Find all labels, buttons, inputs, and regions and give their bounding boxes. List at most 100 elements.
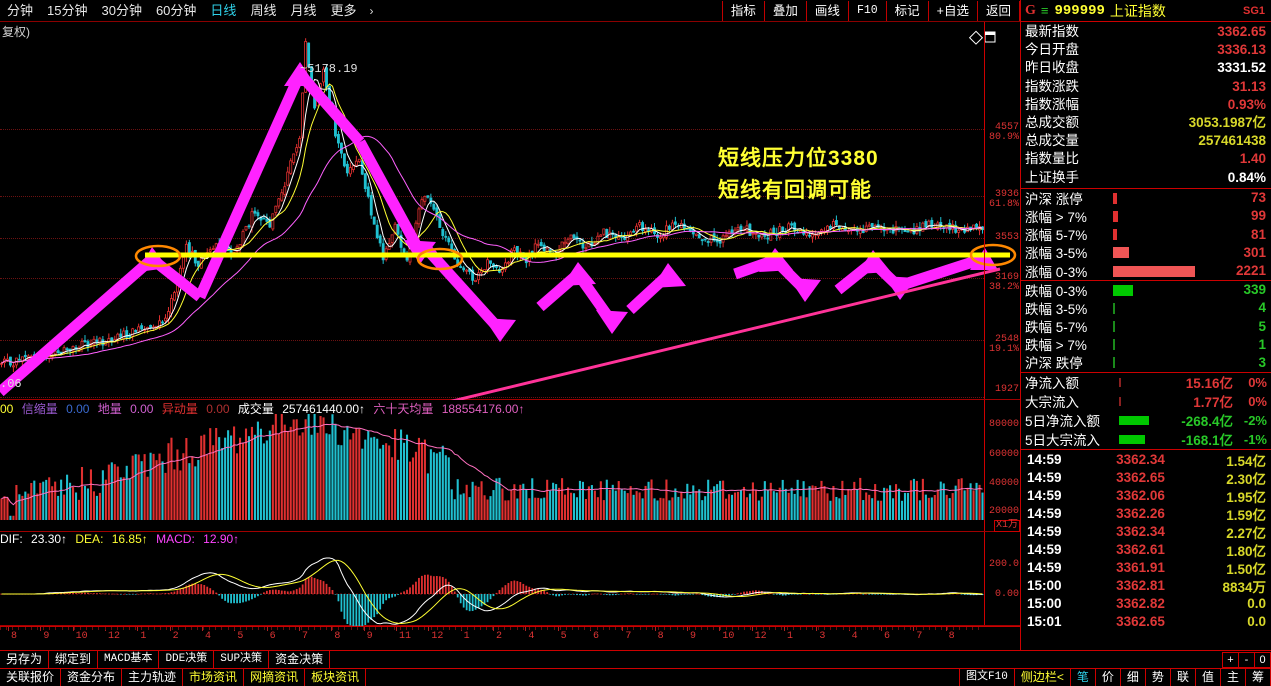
sector-news-button[interactable]: 板块资讯	[304, 669, 367, 686]
sidebar-toggle-button[interactable]: 侧边栏<	[1013, 669, 1071, 686]
linked-quote-button[interactable]: 关联报价	[0, 669, 62, 686]
period-tab-15min[interactable]: 15分钟	[47, 2, 88, 18]
date-minor-mark	[141, 627, 143, 630]
date-minor-mark	[399, 627, 401, 630]
stat-label: 涨幅 0-3%	[1025, 264, 1088, 280]
bind-to-button[interactable]: 绑定到	[48, 651, 99, 668]
tick-row[interactable]: 14:59 3362.06 1.95亿	[1021, 487, 1271, 505]
flow-pct: -1%	[1243, 431, 1267, 447]
quote-label: 指数涨跌	[1025, 78, 1079, 94]
tab-ticks[interactable]: 笔	[1069, 669, 1096, 686]
fund-distribution-button[interactable]: 资金分布	[60, 669, 123, 686]
tick-row[interactable]: 14:59 3362.34 2.27亿	[1021, 523, 1271, 541]
back-button[interactable]: 返回	[976, 1, 1020, 21]
tick-row[interactable]: 14:59 3362.26 1.59亿	[1021, 505, 1271, 523]
vol-ind-value-4: 257461440.00↑	[282, 402, 365, 416]
date-minor-mark	[762, 627, 764, 630]
dea-value: 16.85↑	[111, 532, 148, 546]
stat-row-limit-up: 沪深 涨停 73	[1021, 189, 1271, 207]
date-minor-mark	[276, 627, 278, 630]
date-minor-mark	[799, 627, 801, 630]
save-as-button[interactable]: 另存为	[0, 651, 50, 668]
flow-label: 大宗流入	[1025, 395, 1079, 411]
tick-price: 3362.82	[1116, 596, 1165, 612]
tab-price[interactable]: 价	[1094, 669, 1121, 686]
fund-decision-button[interactable]: 资金决策	[268, 651, 331, 668]
adjust-mode-label: 复权)	[2, 25, 30, 39]
drawline-button[interactable]: 画线	[805, 1, 849, 21]
price-tick-value: 2548	[994, 334, 1019, 345]
date-tick-mark	[751, 627, 753, 631]
period-tab-weekly[interactable]: 周线	[250, 2, 277, 18]
price-tick-value: 1927	[994, 384, 1019, 395]
date-minor-mark	[461, 627, 463, 630]
symbol-tag: SG1	[1242, 4, 1265, 17]
f10-button[interactable]: F10	[847, 1, 887, 21]
tick-row[interactable]: 14:59 3361.91 1.50亿	[1021, 559, 1271, 577]
period-tab-more[interactable]: 更多	[330, 2, 357, 18]
macd-panel[interactable]: DIF: 23.30↑ DEA: 16.85↑ MACD: 12.90↑ 200…	[0, 532, 1020, 626]
zoom-reset-button[interactable]: 0	[1254, 651, 1271, 668]
sup-decision-button[interactable]: SUP决策	[213, 651, 270, 668]
tick-row[interactable]: 14:59 3362.34 1.54亿	[1021, 451, 1271, 469]
drawing-overlay[interactable]	[0, 22, 1020, 400]
tick-volume: 1.50亿	[1226, 561, 1266, 577]
date-tick-mark	[396, 627, 397, 631]
tick-row[interactable]: 15:00 3362.82 0.0	[1021, 595, 1271, 613]
price-tick-pct: 61.8%	[988, 199, 1019, 210]
tick-row[interactable]: 15:01 3362.65 0.0	[1021, 613, 1271, 631]
marker-ellipse	[969, 243, 1017, 267]
tab-trend[interactable]: 势	[1144, 669, 1171, 686]
date-minor-mark	[553, 627, 555, 630]
date-minor-mark	[147, 627, 149, 630]
indicator-button[interactable]: 指标	[721, 1, 765, 21]
zoom-out-button[interactable]: -	[1238, 651, 1255, 668]
web-news-button[interactable]: 网摘资讯	[243, 669, 306, 686]
date-minor-mark	[694, 627, 696, 630]
macd-basic-button[interactable]: MACD基本	[97, 651, 160, 668]
dde-decision-button[interactable]: DDE决策	[158, 651, 215, 668]
date-minor-mark	[436, 627, 438, 630]
support-trendline	[450, 267, 1001, 400]
tick-row[interactable]: 14:59 3362.65 2.30亿	[1021, 469, 1271, 487]
period-tab-daily[interactable]: 日线	[210, 2, 237, 18]
flow-value: 1.77亿	[1193, 395, 1233, 411]
period-tab-60min[interactable]: 60分钟	[155, 2, 197, 18]
price-chart-panel[interactable]: 复权)	[0, 22, 1020, 400]
bottom-toolbar-row2: 关联报价 资金分布 主力轨迹 市场资讯 网摘资讯 板块资讯 图文F10 侧边栏<…	[0, 668, 1271, 686]
date-minor-mark	[153, 627, 155, 630]
period-tab-minute[interactable]: 分钟	[7, 2, 34, 18]
graphic-f10-button[interactable]: 图文F10	[959, 669, 1015, 686]
volume-panel[interactable]: 00 信缩量 0.00 地量 0.00 异动量 0.00 成交量 2574614…	[0, 400, 1020, 532]
market-news-button[interactable]: 市场资讯	[182, 669, 245, 686]
tab-main[interactable]: 主	[1219, 669, 1246, 686]
add-watchlist-button[interactable]: +自选	[927, 1, 978, 21]
date-tick-mark	[202, 627, 203, 631]
tab-chips[interactable]: 筹	[1244, 669, 1271, 686]
period-tab-monthly[interactable]: 月线	[290, 2, 317, 18]
date-minor-mark	[18, 627, 20, 630]
losers-stats: 跌幅 0-3% 339 跌幅 3-5% 4 跌幅 5-7% 5 跌幅 > 7% …	[1021, 281, 1271, 373]
period-tab-30min[interactable]: 30分钟	[101, 2, 142, 18]
tab-value[interactable]: 值	[1194, 669, 1221, 686]
zoom-in-button[interactable]: +	[1222, 651, 1239, 668]
price-tick-pct: 80.9%	[988, 132, 1019, 143]
vol-tick-0: 80000	[988, 419, 1019, 430]
tick-price: 3362.81	[1116, 578, 1165, 594]
date-minor-mark	[947, 627, 949, 630]
quote-label: 上证换手	[1025, 169, 1079, 185]
main-force-track-button[interactable]: 主力轨迹	[121, 669, 184, 686]
vol-tick-2: 40000	[988, 478, 1019, 489]
tick-row[interactable]: 14:59 3362.61 1.80亿	[1021, 541, 1271, 559]
date-minor-mark	[338, 627, 340, 630]
tick-list[interactable]: 14:59 3362.34 1.54亿 14:59 3362.65 2.30亿 14:59 3…	[1021, 450, 1271, 631]
mark-button[interactable]: 标记	[885, 1, 929, 21]
hamburger-menu-icon[interactable]: ≡	[1040, 3, 1049, 18]
tab-detail[interactable]: 细	[1119, 669, 1146, 686]
overlay-button[interactable]: 叠加	[763, 1, 807, 21]
tab-linked[interactable]: 联	[1169, 669, 1196, 686]
tick-time: 14:59	[1027, 488, 1062, 504]
quote-value: 3331.52	[1217, 60, 1266, 76]
tick-row[interactable]: 15:00 3362.81 8834万	[1021, 577, 1271, 595]
chevron-right-icon[interactable]: ›	[369, 3, 374, 18]
